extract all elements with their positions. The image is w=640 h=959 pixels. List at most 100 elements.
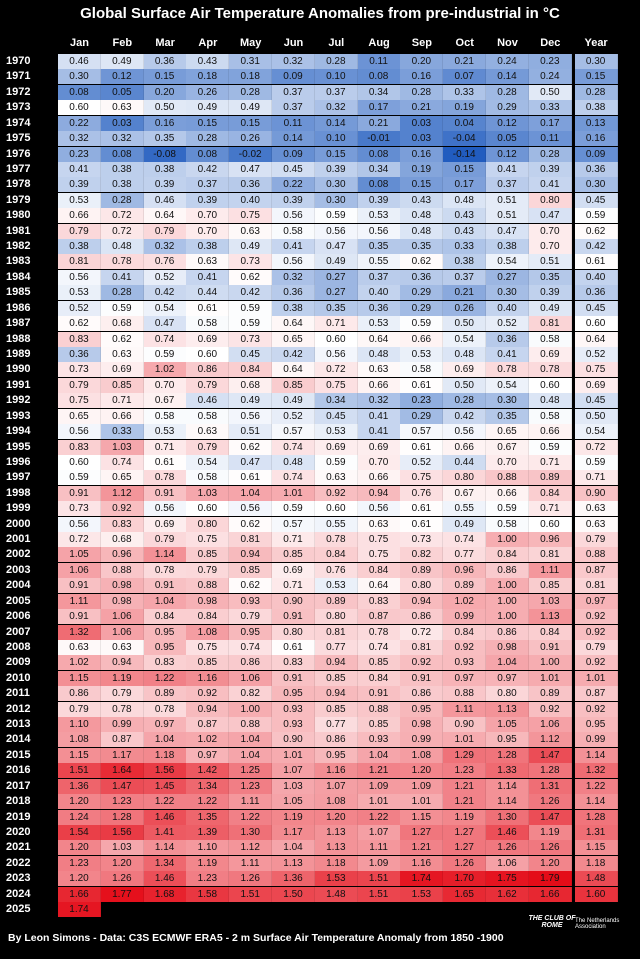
cell: 0.59 <box>229 300 273 316</box>
cell: 1.30 <box>486 809 529 825</box>
cell: 1.03 <box>528 593 572 609</box>
cell: 0.80 <box>186 516 230 532</box>
cell: 1.53 <box>314 871 358 887</box>
cell: 0.78 <box>357 624 401 640</box>
cell: 1.08 <box>58 732 101 748</box>
cell: 0.80 <box>314 609 358 625</box>
cell: 0.81 <box>229 532 273 548</box>
row-year: 1980 <box>6 209 31 222</box>
cell: 0.29 <box>400 300 444 316</box>
cell: 0.67 <box>443 485 487 501</box>
cell: 0.32 <box>143 239 187 255</box>
cell: 0.56 <box>272 254 315 270</box>
cell: 0.89 <box>314 593 358 609</box>
cell: 0.45 <box>314 408 358 424</box>
cell: 0.74 <box>143 331 187 347</box>
cell: 0.57 <box>400 424 444 440</box>
row-year: 2007 <box>6 625 31 638</box>
cell: 0.85 <box>272 377 315 393</box>
cell: 1.06 <box>100 624 144 640</box>
cell: 1.20 <box>400 763 444 779</box>
row-year: 1989 <box>6 347 31 360</box>
cell: 0.15 <box>143 69 187 85</box>
cell: 0.67 <box>143 393 187 409</box>
cell: 0.90 <box>272 593 315 609</box>
cell: 1.46 <box>143 809 187 825</box>
cell: 0.82 <box>229 686 273 702</box>
row-year: 1998 <box>6 486 31 499</box>
cell: 0.66 <box>528 424 572 440</box>
cell: 0.94 <box>400 593 444 609</box>
cell: 0.42 <box>229 285 273 301</box>
cell: 0.66 <box>58 208 101 224</box>
row-year: 1977 <box>6 162 31 175</box>
cell: 1.15 <box>400 809 444 825</box>
cell: 1.41 <box>143 825 187 840</box>
cell: 0.36 <box>574 161 618 177</box>
cell: 0.70 <box>528 223 572 239</box>
cell: 1.48 <box>574 871 618 887</box>
cell: 0.78 <box>100 254 144 270</box>
cell: 1.16 <box>314 763 358 779</box>
cell: 0.88 <box>357 701 401 717</box>
cell: 0.56 <box>357 223 401 239</box>
cell: 0.66 <box>486 485 529 501</box>
cell: 1.19 <box>186 855 230 871</box>
cell: 0.33 <box>528 100 572 116</box>
cell: 1.42 <box>186 763 230 779</box>
cell: 1.21 <box>400 840 444 856</box>
cell: 1.29 <box>443 747 487 763</box>
cell: 0.57 <box>272 424 315 440</box>
cell: 0.08 <box>100 146 144 162</box>
cell: 0.66 <box>357 377 401 393</box>
cell: 1.06 <box>229 670 273 686</box>
cell: 0.62 <box>574 223 618 239</box>
cell: 0.36 <box>574 285 618 301</box>
cell: 0.49 <box>100 54 144 69</box>
cell: 0.49 <box>314 254 358 270</box>
cell: 0.11 <box>357 54 401 69</box>
cell: 0.71 <box>100 393 144 409</box>
cell: 0.39 <box>272 192 315 208</box>
cell: 0.69 <box>100 362 144 378</box>
row-year: 1973 <box>6 101 31 114</box>
cell: 0.81 <box>528 547 572 563</box>
cell: 0.85 <box>528 578 572 594</box>
cell: 0.14 <box>486 69 529 85</box>
cell: 0.63 <box>574 501 618 517</box>
logo-subtext: The Netherlands Association <box>575 918 620 930</box>
cell: 0.39 <box>186 192 230 208</box>
column-header: Sep <box>411 37 432 49</box>
cell: 0.11 <box>272 115 315 131</box>
cell: 0.14 <box>314 115 358 131</box>
cell: 1.09 <box>357 778 401 794</box>
cell: 1.01 <box>400 794 444 810</box>
row-year: 1972 <box>6 85 31 98</box>
row-year: 1993 <box>6 409 31 422</box>
column-header: Mar <box>155 37 175 49</box>
cell: 1.36 <box>272 871 315 887</box>
cell: 0.38 <box>443 254 487 270</box>
cell: 0.79 <box>58 377 101 393</box>
cell: 0.14 <box>272 131 315 147</box>
cell: 0.78 <box>486 362 529 378</box>
row-year: 1997 <box>6 471 31 484</box>
cell: 1.15 <box>58 670 101 686</box>
cell: 0.98 <box>186 593 230 609</box>
cell: 1.01 <box>272 747 315 763</box>
row-year: 1996 <box>6 455 31 468</box>
cell: 1.26 <box>528 794 572 810</box>
cell: 0.79 <box>574 532 618 548</box>
row-year: 1992 <box>6 394 31 407</box>
cell: 1.07 <box>272 763 315 779</box>
cell: 0.46 <box>58 54 101 69</box>
cell: 0.60 <box>314 331 358 347</box>
cell: 0.28 <box>100 285 144 301</box>
cell: 1.11 <box>443 701 487 717</box>
row-year: 1978 <box>6 178 31 191</box>
cell: 0.58 <box>528 408 572 424</box>
cell: 0.48 <box>100 239 144 255</box>
cell: 1.02 <box>58 655 101 671</box>
cell: 0.85 <box>314 670 358 686</box>
row-year: 1970 <box>6 55 31 67</box>
